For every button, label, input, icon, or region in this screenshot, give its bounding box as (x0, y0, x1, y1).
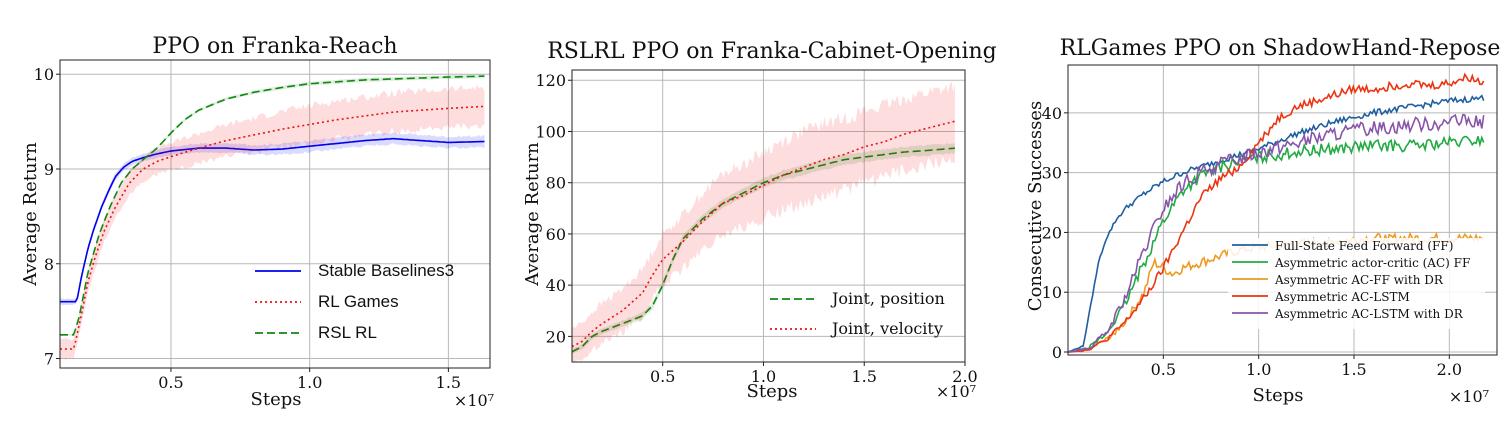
y-axis-label: Consecutive Successes (1025, 101, 1046, 311)
legend: Stable Baselines3 RL Games RSL RL (255, 261, 454, 342)
chart-title: PPO on Franka-Reach (152, 34, 397, 59)
series-line-3 (1068, 72, 1485, 353)
y-tick-label: 20 (546, 327, 566, 346)
legend-label: Stable Baselines3 (318, 261, 454, 280)
series-line-1 (60, 105, 485, 350)
series-band-1 (60, 84, 485, 361)
chart-title: RLGames PPO on ShadowHand-Repose (1060, 36, 1501, 61)
panel-franka-cabinet: RSLRL PPO on Franka-Cabinet-Opening Step… (522, 39, 997, 402)
axes-frame (1067, 64, 1498, 356)
plot-area: 0.5 1.0 1.5 2.0 20 40 60 80 100 120 Joint, positio… (535, 69, 978, 386)
plot-area: 0.5 1.0 1.5 7 8 9 10 Stable Baselines3 RL Games R… (34, 59, 491, 392)
y-tick-label: 80 (546, 174, 566, 193)
x-multiplier-label: ×10⁷ (936, 382, 976, 401)
series-band-1 (572, 81, 955, 362)
legend: Joint, position Joint, velocity (770, 289, 945, 338)
legend-label: Asymmetric AC-LSTM with DR (1274, 307, 1464, 321)
legend-label: RSL RL (318, 323, 377, 342)
series-band-0 (572, 143, 955, 355)
axes-frame (571, 69, 966, 363)
x-tick-label: 1.0 (751, 367, 776, 386)
series-band-2 (60, 74, 485, 336)
legend-label: RL Games (318, 292, 399, 311)
y-tick-label: 8 (44, 255, 54, 274)
series-line-0 (60, 137, 485, 303)
series-line-0 (572, 147, 955, 353)
legend-label: Joint, velocity (830, 319, 943, 338)
legend-label: Asymmetric AC-LSTM (1274, 290, 1410, 304)
x-multiplier-label: ×10⁷ (1449, 387, 1489, 406)
y-tick-label: 40 (546, 276, 566, 295)
y-axis-label: Average Return (20, 142, 41, 287)
y-tick-label: 120 (535, 71, 566, 90)
series-line-2 (60, 75, 485, 336)
y-tick-label: 40 (1042, 104, 1062, 123)
x-tick-label: 1.5 (852, 367, 877, 386)
x-tick-label: 2.0 (1437, 360, 1462, 379)
x-tick-label: 2.0 (952, 367, 977, 386)
panel-shadowhand: RLGames PPO on ShadowHand-Repose Steps C… (1025, 36, 1500, 406)
y-tick-label: 9 (44, 160, 54, 179)
y-axis-label: Average Return (522, 142, 543, 287)
series-line-0 (1068, 94, 1485, 353)
y-tick-label: 20 (1042, 223, 1062, 242)
y-tick-label: 10 (34, 65, 54, 84)
x-multiplier-label: ×10⁷ (454, 391, 494, 410)
x-axis-label: Steps (251, 389, 302, 410)
y-tick-label: 30 (1042, 164, 1062, 183)
legend-label: Joint, position (830, 289, 945, 308)
legend-label: Full-State Feed Forward (FF) (1275, 239, 1453, 253)
x-axis-label: Steps (747, 381, 798, 402)
series-layer (572, 81, 956, 362)
x-tick-label: 0.5 (1151, 360, 1176, 379)
series-line-1 (572, 120, 956, 348)
series-line-1 (1068, 134, 1485, 353)
y-tick-label: 7 (44, 350, 54, 369)
panel-franka-reach: PPO on Franka-Reach Steps Average Return… (20, 34, 494, 410)
x-tick-label: 1.5 (1341, 360, 1366, 379)
series-layer (60, 74, 485, 361)
plot-area: 0.5 1.0 1.5 2.0 0 10 20 30 40 Full-State Feed For… (1042, 64, 1498, 379)
axes-frame (59, 59, 491, 369)
y-tick-label: 0 (1052, 343, 1062, 362)
x-tick-label: 1.5 (436, 373, 461, 392)
x-axis-label: Steps (1253, 385, 1304, 406)
x-tick-label: 1.0 (297, 373, 322, 392)
x-tick-label: 0.5 (158, 373, 183, 392)
y-tick-label: 10 (1042, 283, 1062, 302)
y-tick-label: 60 (546, 225, 566, 244)
legend-label: Asymmetric AC-FF with DR (1274, 273, 1444, 287)
x-tick-label: 1.0 (1246, 360, 1271, 379)
legend: Full-State Feed Forward (FF) Asymmetric a… (1228, 238, 1485, 329)
legend-label: Asymmetric actor-critic (AC) FF (1274, 256, 1470, 270)
x-tick-label: 0.5 (650, 367, 675, 386)
y-tick-label: 100 (535, 122, 566, 141)
series-line-4 (1068, 113, 1485, 353)
chart-title: RSLRL PPO on Franka-Cabinet-Opening (547, 39, 997, 64)
